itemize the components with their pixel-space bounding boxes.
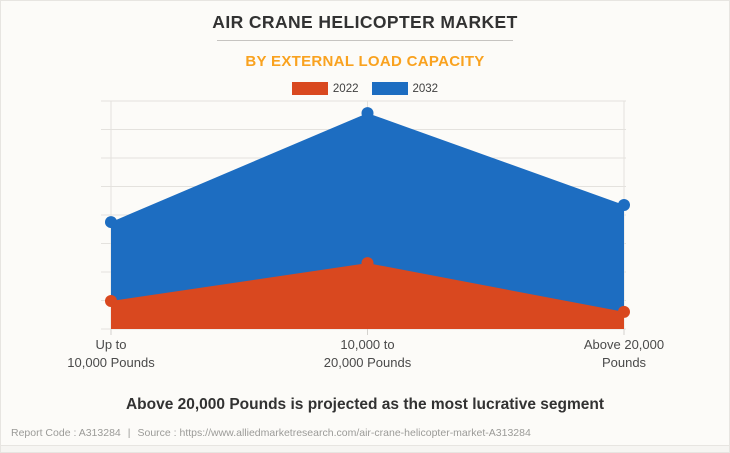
- x-axis-label: Up to 10,000 Pounds: [67, 337, 155, 370]
- footer-strip: [1, 445, 729, 452]
- legend-item-2022[interactable]: 2022: [291, 82, 359, 95]
- series-marker-2032[interactable]: [105, 216, 117, 229]
- legend-swatch-2032: [371, 82, 408, 95]
- series-marker-2022[interactable]: [361, 257, 374, 270]
- x-axis-label: Above 20,000 Pounds: [584, 337, 664, 370]
- footer: Report Code : A313284 | Source : https://w…: [11, 427, 719, 439]
- series-marker-2032[interactable]: [361, 107, 374, 120]
- x-axis-label: 10,000 to 20,000 Pounds: [324, 337, 412, 370]
- report-code: Report Code : A313284: [11, 427, 121, 439]
- legend-label-2032: 2032: [412, 82, 439, 95]
- page-title: AIR CRANE HELICOPTER MARKET: [212, 12, 518, 32]
- series-marker-2022[interactable]: [105, 294, 117, 307]
- legend-label-2022: 2022: [332, 82, 359, 95]
- series-marker-2032[interactable]: [618, 198, 630, 211]
- legend-item-2032[interactable]: 2032: [371, 82, 439, 95]
- chart-caption: Above 20,000 Pounds is projected as the …: [125, 396, 605, 413]
- source-url: Source : https://www.alliedmarketresearc…: [137, 427, 531, 439]
- area-chart[interactable]: Up to 10,000 Pounds 10,000 to 20,000 Pounds…: [1, 97, 730, 379]
- series-marker-2022[interactable]: [618, 305, 630, 318]
- footer-separator: |: [127, 427, 131, 439]
- series-area-2022[interactable]: [111, 263, 624, 329]
- chart-subtitle: BY EXTERNAL LOAD CAPACITY: [245, 53, 485, 70]
- chart-legend: 2022 2032: [1, 82, 729, 95]
- legend-swatch-2022: [291, 82, 328, 95]
- series-area-2032[interactable]: [111, 113, 624, 329]
- title-divider: [217, 40, 513, 41]
